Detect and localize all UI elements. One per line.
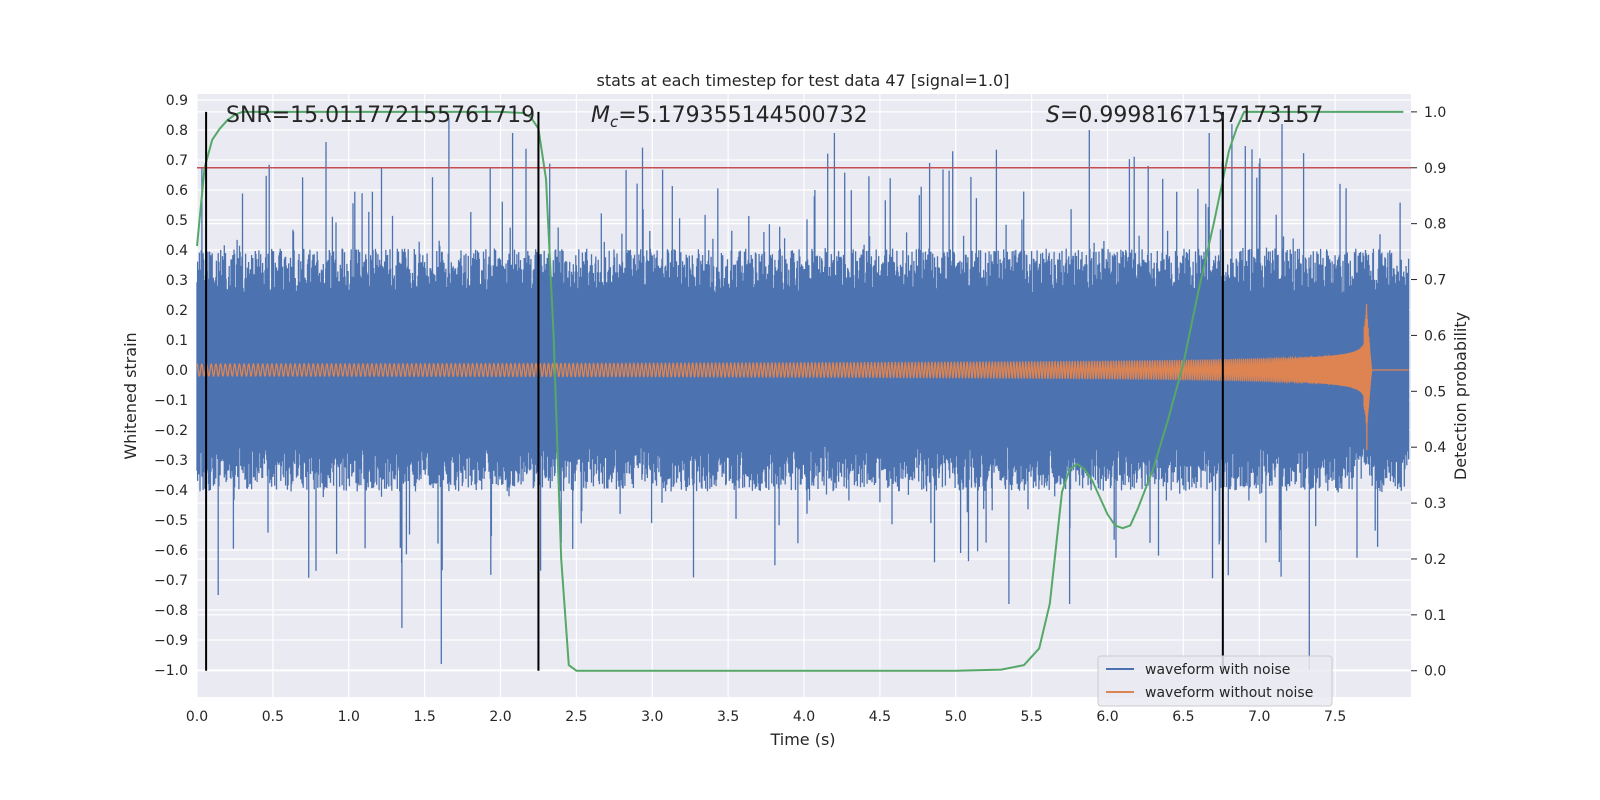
x-tick-label: 3.5 <box>717 709 739 725</box>
y2-tick-label: 0.5 <box>1424 384 1446 400</box>
y2-tick-label: 0.4 <box>1424 440 1446 456</box>
chirp-mass-value: =5.179355144500732 <box>618 103 867 128</box>
y2-tick-label: 0.0 <box>1424 664 1446 680</box>
x-tick-label: 0.0 <box>186 709 208 725</box>
y-tick-label: −0.8 <box>154 603 188 619</box>
y-tick-label: 0.9 <box>166 93 188 109</box>
chart-title: stats at each timestep for test data 47 … <box>597 71 1010 90</box>
x-tick-label: 5.5 <box>1020 709 1042 725</box>
y2-tick-label: 1.0 <box>1424 105 1446 121</box>
y2-tick-label: 0.2 <box>1424 552 1446 568</box>
x-tick-label: 3.0 <box>641 709 663 725</box>
score-symbol: S <box>1046 103 1060 128</box>
legend-label-noise: waveform with noise <box>1145 662 1290 678</box>
y-tick-label: −0.3 <box>154 453 188 469</box>
clean-waveform-path <box>196 303 1409 451</box>
y-tick-label: −0.4 <box>154 483 188 499</box>
y2-tick-label: 0.7 <box>1424 273 1446 289</box>
series-detection-probability <box>196 110 1404 672</box>
y-tick-label: 0.8 <box>166 123 188 139</box>
x-tick-label: 2.0 <box>489 709 511 725</box>
series-waveform-without-noise <box>196 303 1409 451</box>
y-tick-label: −0.5 <box>154 513 188 529</box>
y-tick-label: −0.1 <box>154 393 188 409</box>
y-tick-label: 0.1 <box>166 333 188 349</box>
y2-tick-label: 0.8 <box>1424 217 1446 233</box>
y2-tick-label: 0.1 <box>1424 608 1446 624</box>
x-tick-label: 5.0 <box>945 709 967 725</box>
y-tick-label: 0.7 <box>166 153 188 169</box>
score-value: =0.9998167157173157 <box>1060 103 1323 128</box>
y-tick-label: 0.4 <box>166 243 188 259</box>
chirp-mass-annotation: Mc=5.179355144500732 <box>591 103 868 131</box>
y-tick-label: 0.0 <box>166 363 188 379</box>
x-tick-label: 7.0 <box>1248 709 1270 725</box>
threshold-and-vlines <box>197 111 1411 671</box>
axis-ticks: 0.0 0.5 1.0 1.5 2.0 2.5 3.0 3.5 4.0 4.5 5.0 5.5 6.0 6… <box>154 93 1446 725</box>
y-tick-label: −0.2 <box>154 423 188 439</box>
x-tick-label: 0.5 <box>262 709 284 725</box>
x-tick-label: 6.0 <box>1096 709 1118 725</box>
x-tick-label: 4.5 <box>869 709 891 725</box>
y2-tick-label: 0.3 <box>1424 496 1446 512</box>
legend-label-clean: waveform without noise <box>1145 685 1313 701</box>
x-tick-label: 4.0 <box>793 709 815 725</box>
x-tick-label: 6.5 <box>1172 709 1194 725</box>
y-tick-label: 0.3 <box>166 273 188 289</box>
y-tick-label: −0.9 <box>154 633 188 649</box>
y-axis-label: Whitened strain <box>121 332 140 459</box>
chirp-mass-symbol: M <box>591 103 610 128</box>
x-tick-label: 1.5 <box>413 709 435 725</box>
legend: waveform with noise waveform without noi… <box>1097 655 1333 707</box>
x-tick-label: 1.0 <box>338 709 360 725</box>
y2-tick-label: 0.6 <box>1424 328 1446 344</box>
y-tick-label: 0.2 <box>166 303 188 319</box>
y-tick-label: −0.7 <box>154 573 188 589</box>
snr-annotation: SNR=15.011772155761719 <box>226 103 535 128</box>
score-annotation: S=0.9998167157173157 <box>1046 103 1323 128</box>
y-tick-label: 0.6 <box>166 183 188 199</box>
y2-tick-label: 0.9 <box>1424 161 1446 177</box>
y-tick-label: −1.0 <box>154 663 188 679</box>
x-axis-label: Time (s) <box>769 730 835 749</box>
chirp-mass-subscript: c <box>610 113 619 131</box>
x-tick-label: 7.5 <box>1324 709 1346 725</box>
y-tick-label: 0.5 <box>166 213 188 229</box>
legend-box <box>1097 655 1333 707</box>
y-tick-label: −0.6 <box>154 543 188 559</box>
y2-axis-label: Detection probability <box>1451 312 1470 480</box>
x-tick-label: 2.5 <box>565 709 587 725</box>
